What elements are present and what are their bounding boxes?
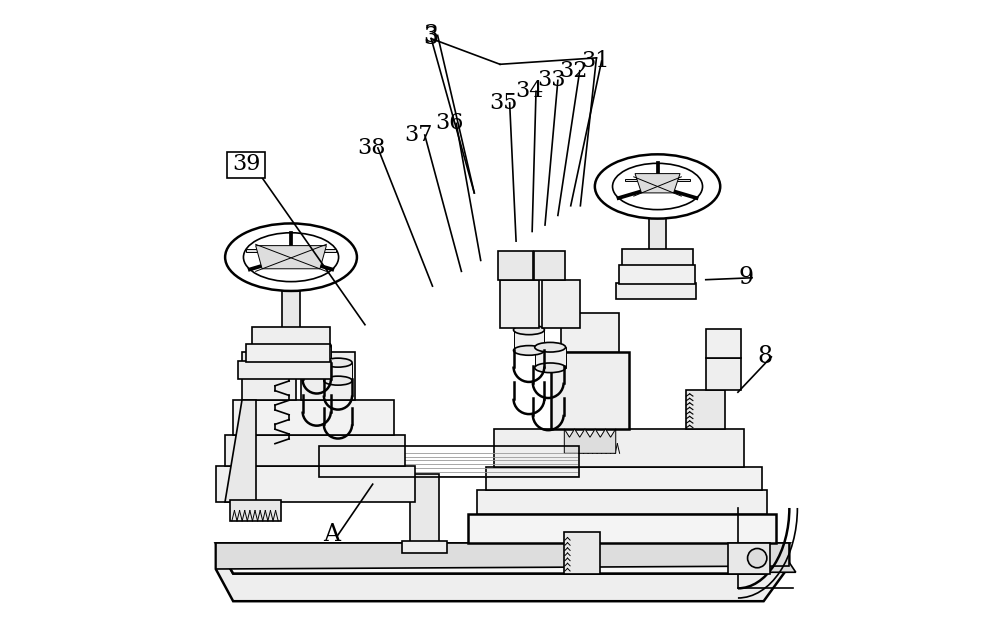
Polygon shape	[256, 246, 326, 269]
Bar	[216, 466, 415, 502]
Bar	[410, 474, 439, 543]
Ellipse shape	[514, 325, 544, 334]
Ellipse shape	[649, 183, 666, 191]
Bar	[500, 280, 539, 328]
Text: 35: 35	[489, 92, 517, 114]
Circle shape	[748, 548, 767, 568]
Bar	[227, 152, 265, 178]
Bar	[498, 251, 533, 280]
Polygon shape	[216, 543, 789, 601]
Polygon shape	[225, 400, 256, 502]
Polygon shape	[216, 543, 789, 569]
Polygon shape	[635, 174, 680, 193]
Text: 32: 32	[559, 60, 587, 82]
Bar	[649, 186, 666, 251]
Ellipse shape	[283, 253, 299, 261]
Bar	[477, 490, 767, 514]
Ellipse shape	[535, 363, 566, 372]
Text: 8: 8	[757, 345, 772, 368]
Ellipse shape	[303, 359, 331, 368]
Bar	[319, 446, 579, 477]
Bar	[494, 429, 744, 467]
Ellipse shape	[225, 224, 357, 291]
Text: 34: 34	[515, 80, 544, 102]
Bar	[402, 541, 447, 553]
Ellipse shape	[324, 376, 352, 385]
Bar	[686, 390, 725, 429]
Polygon shape	[246, 249, 336, 252]
Bar	[728, 543, 770, 574]
Text: 33: 33	[537, 69, 566, 91]
Bar	[706, 329, 741, 358]
Ellipse shape	[595, 154, 720, 219]
Polygon shape	[468, 543, 796, 572]
Bar	[535, 347, 566, 368]
Polygon shape	[216, 543, 789, 574]
Bar	[242, 352, 296, 400]
Bar	[564, 532, 600, 574]
Text: 39: 39	[232, 153, 260, 175]
Text: 9: 9	[738, 266, 753, 289]
Ellipse shape	[514, 346, 544, 355]
Bar	[622, 249, 693, 267]
Ellipse shape	[303, 341, 331, 350]
Text: 31: 31	[581, 50, 609, 72]
Text: 38: 38	[357, 137, 386, 159]
Ellipse shape	[324, 358, 352, 367]
Polygon shape	[625, 179, 690, 181]
Bar	[303, 345, 331, 363]
Bar	[486, 467, 762, 490]
Bar	[619, 265, 695, 284]
Bar	[282, 255, 300, 329]
Bar	[616, 283, 696, 299]
Bar	[468, 514, 776, 543]
Bar	[233, 400, 394, 435]
Bar	[246, 344, 330, 362]
Text: 3: 3	[424, 24, 439, 47]
Text: 36: 36	[436, 113, 464, 134]
Bar	[301, 352, 355, 400]
Polygon shape	[564, 429, 616, 453]
Bar	[706, 358, 741, 390]
Text: 3: 3	[424, 26, 439, 49]
Text: 37: 37	[404, 124, 433, 146]
Bar	[225, 435, 405, 466]
Bar	[561, 313, 619, 352]
Bar	[534, 251, 565, 280]
Ellipse shape	[535, 343, 566, 352]
Bar	[551, 352, 629, 429]
Ellipse shape	[243, 233, 339, 282]
Bar	[252, 327, 330, 345]
Bar	[542, 280, 580, 328]
Bar	[324, 363, 352, 381]
Bar	[514, 330, 544, 350]
Bar	[238, 361, 331, 379]
Ellipse shape	[613, 163, 703, 210]
Text: A: A	[323, 523, 340, 547]
Bar	[230, 500, 281, 521]
